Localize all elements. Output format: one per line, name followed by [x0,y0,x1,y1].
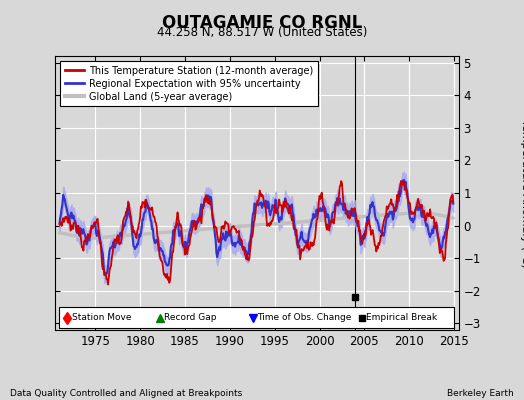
Y-axis label: Temperature Anomaly (°C): Temperature Anomaly (°C) [520,119,524,267]
FancyBboxPatch shape [59,307,454,328]
Legend: This Temperature Station (12-month average), Regional Expectation with 95% uncer: This Temperature Station (12-month avera… [60,61,318,106]
Text: OUTAGAMIE CO RGNL: OUTAGAMIE CO RGNL [162,14,362,32]
Text: Berkeley Earth: Berkeley Earth [447,389,514,398]
Text: Empirical Break: Empirical Break [366,313,437,322]
Text: 44.258 N, 88.517 W (United States): 44.258 N, 88.517 W (United States) [157,26,367,39]
Text: Data Quality Controlled and Aligned at Breakpoints: Data Quality Controlled and Aligned at B… [10,389,243,398]
Text: Record Gap: Record Gap [165,313,217,322]
Text: Time of Obs. Change: Time of Obs. Change [257,313,352,322]
Text: Station Move: Station Move [72,313,131,322]
